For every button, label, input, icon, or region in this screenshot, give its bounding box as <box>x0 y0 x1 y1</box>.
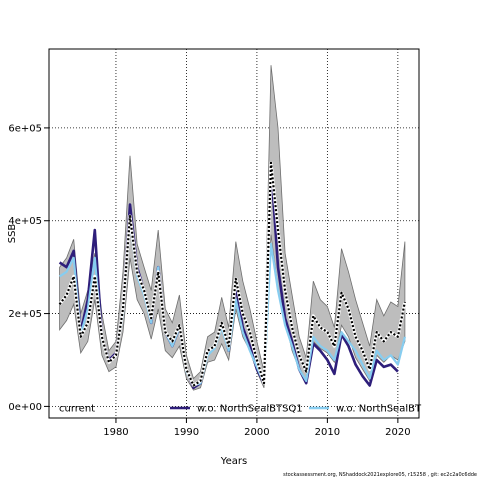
legend-current-label: current <box>59 404 95 415</box>
y-axis-title: SSB <box>7 224 18 244</box>
x-tick-label-1: 1990 <box>174 427 199 438</box>
y-tick-label-1: 2e+05 <box>8 309 42 320</box>
y-tick-label-0: 0e+00 <box>8 402 42 413</box>
x-tick-label-0: 1980 <box>103 427 128 438</box>
legend-wo-northsealbtsq1-label: w.o. NorthSealBTSQ1 <box>197 404 303 415</box>
legend-wo-northsealbt-label: w.o. NorthSealBT <box>336 404 422 415</box>
y-tick-label-3: 6e+05 <box>8 123 42 134</box>
x-tick-label-3: 2010 <box>315 427 340 438</box>
series-lines <box>58 161 407 390</box>
plot-frame <box>48 48 420 419</box>
x-axis-title: Years <box>220 456 247 467</box>
x-tick-label-2: 2000 <box>244 427 269 438</box>
axis-ticks: 1980 1990 2000 2010 2020 0e+00 2e+05 4e+05 6e+05 <box>8 123 410 438</box>
current-confidence-band <box>59 65 406 391</box>
footer-caption: stockassessment.org, NShaddock2021explor… <box>283 472 477 478</box>
legend: current w.o. NorthSealBTSQ1 w.o. NorthSeal… <box>59 404 422 415</box>
series-line-current <box>58 161 406 387</box>
y-tick-label-2: 4e+05 <box>8 216 42 227</box>
confidence-bands <box>59 65 406 391</box>
x-tick-label-4: 2020 <box>385 427 410 438</box>
